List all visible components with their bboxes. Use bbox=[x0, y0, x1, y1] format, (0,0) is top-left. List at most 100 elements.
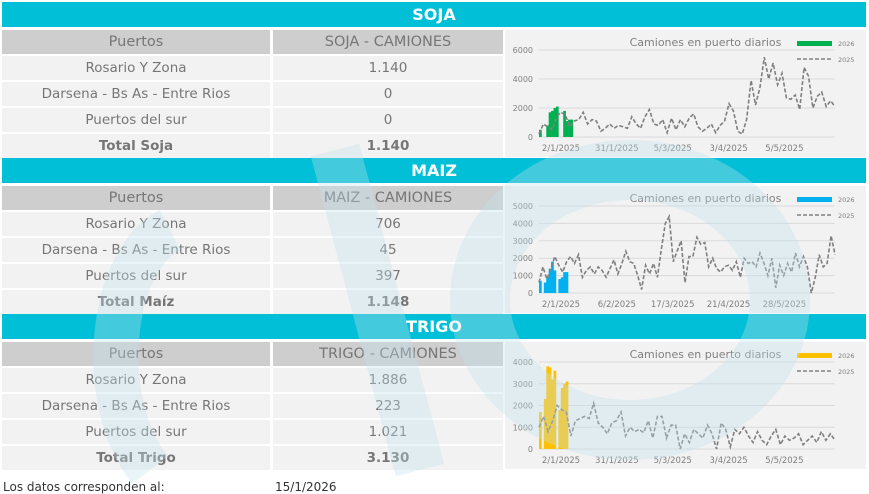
x-tick-label: 5/3/2025 bbox=[654, 144, 692, 154]
legend-label-2026: 2026 bbox=[838, 40, 855, 48]
bar-2026 bbox=[565, 121, 569, 137]
bar-2026 bbox=[570, 119, 574, 137]
bar-2026 bbox=[558, 409, 562, 449]
line-2025 bbox=[538, 400, 836, 450]
x-tick-label: 28/5/2025 bbox=[763, 300, 807, 310]
x-tick-label: 5/5/2025 bbox=[765, 456, 803, 466]
bar-2026 bbox=[560, 277, 564, 293]
row-truck-value: 1.021 bbox=[273, 420, 503, 444]
row-port-label: Darsena - Bs As - Entre Rios bbox=[2, 238, 270, 262]
x-tick-label: 17/3/2025 bbox=[651, 300, 695, 310]
col-header-ports: Puertos bbox=[2, 30, 270, 54]
y-tick-label: 0 bbox=[528, 445, 533, 454]
bar-2026 bbox=[551, 379, 554, 449]
y-tick-label: 4000 bbox=[513, 358, 533, 367]
section-banner-soja: SOJA bbox=[2, 2, 866, 27]
daily-trucks-chart-soja: 0 2000 4000 6000 2/1/2025 31/1/2025 5/3/2025 3/… bbox=[505, 30, 866, 157]
line-2025 bbox=[538, 57, 836, 136]
row-port-label: Darsena - Bs As - Entre Rios bbox=[2, 394, 270, 418]
x-tick-label: 31/1/2025 bbox=[595, 456, 639, 466]
bar-2026 bbox=[553, 108, 557, 137]
row-port-label: Puertos del sur bbox=[2, 108, 270, 132]
row-truck-value: 1.140 bbox=[273, 56, 503, 80]
y-tick-label: 2000 bbox=[513, 402, 533, 411]
row-truck-value: 223 bbox=[273, 394, 503, 418]
chart-svg: 0 1000 2000 3000 4000 5000 2/1/2025 6/2/2025 17/… bbox=[513, 192, 855, 310]
total-label: Total Soja bbox=[2, 134, 270, 158]
legend-label-2026: 2026 bbox=[838, 352, 855, 360]
bar-2026 bbox=[563, 110, 566, 137]
col-header-trucks: TRIGO - CAMIONES bbox=[273, 342, 503, 366]
bar-2026 bbox=[539, 412, 542, 449]
bar-2026 bbox=[539, 280, 542, 293]
total-label: Total Maíz bbox=[2, 290, 270, 314]
section-banner-trigo: TRIGO bbox=[2, 314, 866, 339]
row-port-label: Puertos del sur bbox=[2, 420, 270, 444]
row-truck-value: 0 bbox=[273, 82, 503, 106]
y-tick-label: 2000 bbox=[513, 104, 533, 113]
bar-2026 bbox=[565, 381, 569, 449]
bar-2026 bbox=[565, 272, 569, 293]
x-tick-label: 3/4/2025 bbox=[709, 456, 747, 466]
y-tick-label: 1000 bbox=[513, 423, 533, 432]
row-truck-value: 1.886 bbox=[273, 368, 503, 392]
legend-swatch-2026 bbox=[797, 41, 832, 46]
legend-label-2025: 2025 bbox=[838, 56, 855, 64]
bar-2026 bbox=[548, 268, 552, 293]
col-header-ports: Puertos bbox=[2, 342, 270, 366]
daily-trucks-chart-trigo: 0 1000 2000 3000 4000 2/1/2025 31/1/2025 5/3/20… bbox=[505, 342, 866, 469]
row-truck-value: 706 bbox=[273, 212, 503, 236]
bar-2026 bbox=[560, 388, 564, 449]
total-value: 1.148 bbox=[273, 290, 503, 314]
bar-2026 bbox=[553, 370, 557, 449]
x-tick-label: 6/2/2025 bbox=[598, 300, 636, 310]
bar-2026 bbox=[548, 367, 552, 449]
row-port-label: Rosario Y Zona bbox=[2, 368, 270, 392]
row-truck-value: 397 bbox=[273, 264, 503, 288]
footer-label: Los datos corresponden al: bbox=[3, 480, 165, 494]
bar-2026 bbox=[563, 272, 566, 293]
x-tick-label: 2/1/2025 bbox=[542, 300, 580, 310]
bar-2026 bbox=[546, 366, 549, 449]
y-tick-label: 3000 bbox=[513, 380, 533, 389]
bar-2026 bbox=[563, 383, 566, 449]
chart-svg: 0 2000 4000 6000 2/1/2025 31/1/2025 5/3/2025 3/… bbox=[513, 36, 855, 154]
col-header-trucks: MAIZ - CAMIONES bbox=[273, 186, 503, 210]
x-tick-label: 2/1/2025 bbox=[542, 144, 580, 154]
bar-2026 bbox=[548, 112, 552, 137]
y-tick-label: 0 bbox=[528, 133, 533, 142]
chart-svg: 0 1000 2000 3000 4000 2/1/2025 31/1/2025 5/3/20… bbox=[513, 348, 855, 466]
row-port-label: Puertos del sur bbox=[2, 264, 270, 288]
bar-2026 bbox=[539, 129, 542, 137]
total-value: 1.140 bbox=[273, 134, 503, 158]
x-tick-label: 31/1/2025 bbox=[595, 144, 639, 154]
legend-label-2025: 2025 bbox=[838, 368, 855, 376]
total-label: Total Trigo bbox=[2, 446, 270, 470]
legend-label-2026: 2026 bbox=[838, 196, 855, 204]
bar-2026 bbox=[553, 270, 557, 293]
y-tick-label: 4000 bbox=[513, 75, 533, 84]
row-truck-value: 0 bbox=[273, 108, 503, 132]
legend-swatch-2026 bbox=[797, 197, 832, 202]
bar-2026 bbox=[551, 261, 554, 293]
row-truck-value: 45 bbox=[273, 238, 503, 262]
y-tick-label: 5000 bbox=[513, 202, 533, 211]
bar-2026 bbox=[558, 279, 562, 293]
bar-2026 bbox=[546, 277, 549, 293]
x-tick-label: 5/5/2025 bbox=[765, 144, 803, 154]
y-tick-label: 4000 bbox=[513, 219, 533, 228]
bar-2026 bbox=[551, 110, 554, 137]
y-tick-label: 6000 bbox=[513, 46, 533, 55]
total-value: 3.130 bbox=[273, 446, 503, 470]
bar-2026 bbox=[546, 125, 549, 137]
bar-2026 bbox=[568, 119, 571, 137]
daily-trucks-chart-maiz: 0 1000 2000 3000 4000 5000 2/1/2025 6/2/2025 17/… bbox=[505, 186, 866, 313]
legend-swatch-2026 bbox=[797, 353, 832, 358]
row-port-label: Darsena - Bs As - Entre Rios bbox=[2, 82, 270, 106]
row-port-label: Rosario Y Zona bbox=[2, 212, 270, 236]
x-tick-label: 3/4/2025 bbox=[709, 144, 747, 154]
chart-title: Camiones en puerto diarios bbox=[630, 36, 782, 49]
line-2025 bbox=[538, 213, 836, 294]
row-port-label: Rosario Y Zona bbox=[2, 56, 270, 80]
y-tick-label: 2000 bbox=[513, 254, 533, 263]
